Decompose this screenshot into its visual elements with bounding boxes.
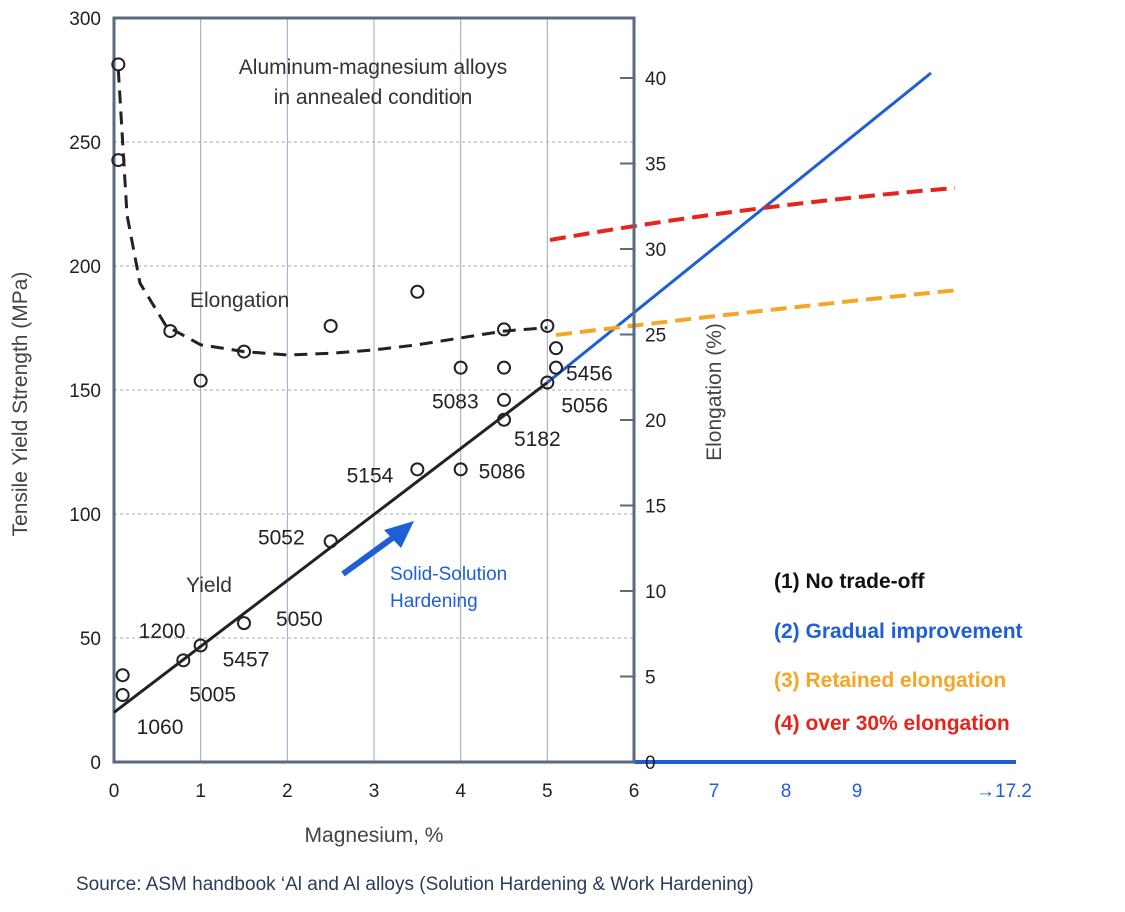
point-labels: 1060 1200 5005 5457 5050 5052 5154 5086 5083 5182…	[137, 363, 613, 739]
x-tick-label: 5	[542, 781, 553, 802]
alloy-label: 5182	[514, 428, 561, 451]
arrow-label-line-1: Solid-Solution	[390, 564, 507, 585]
tick-labels: 0 1 2 3 4 5 6 7 8 9 →17.2 0 50 100 150 200 250 300 0 5 10 15 2…	[69, 9, 1032, 802]
x-tick-label-extended: 7	[709, 781, 720, 802]
elongation-point	[163, 324, 178, 339]
yield-point	[453, 462, 468, 477]
solid-solution-arrow	[341, 521, 414, 577]
series-line-elongation	[116, 69, 548, 357]
y-axis-right-title: Elongation (%)	[703, 323, 726, 461]
yield-point	[497, 360, 511, 375]
yield-point	[497, 412, 511, 427]
plot-frame	[112, 16, 636, 764]
yield-point	[176, 653, 191, 668]
yield-point	[549, 360, 563, 375]
y-right-tick-label: 0	[645, 753, 656, 774]
y-right-tick-label: 40	[645, 69, 666, 90]
alloy-label: 5456	[566, 363, 613, 386]
yield-point	[410, 462, 425, 477]
trend-line-retained-elongation	[555, 288, 959, 337]
alloy-label: 5083	[432, 391, 479, 414]
yield-point	[193, 638, 208, 653]
yield-point	[323, 534, 338, 549]
extension-lines	[546, 71, 1016, 764]
alloy-label: 5086	[479, 460, 526, 483]
elongation-point	[410, 284, 425, 299]
yield-point	[237, 616, 251, 631]
x-tick-label-extended: 9	[852, 781, 863, 802]
y-right-tick-label: 30	[645, 240, 666, 261]
elongation-point	[111, 153, 126, 168]
alloy-label: 1200	[139, 620, 186, 643]
alloy-label: 5457	[223, 648, 270, 671]
y-axis-left-title: Tensile Yield Strength (MPa)	[9, 272, 32, 537]
y-left-tick-label: 300	[69, 9, 101, 30]
x-tick-label-extended: →17.2	[976, 781, 1032, 802]
y-left-tick-label: 200	[69, 257, 101, 278]
trend-line-over-30-elongation	[549, 186, 956, 242]
elongation-point	[237, 344, 251, 359]
y-left-tick-label: 50	[80, 629, 101, 650]
x-axis-title: Magnesium, %	[305, 824, 444, 847]
y-left-tick-label: 250	[69, 133, 101, 154]
annotation-title-line-1: Aluminum-magnesium alloys	[239, 56, 507, 79]
legend: (1) No trade-off (2) Gradual improvement…	[774, 570, 1023, 735]
elongation-point	[549, 341, 563, 356]
legend-item-3: (3) Retained elongation	[774, 669, 1006, 692]
elongation-point	[111, 57, 126, 72]
x-tick-label-extended: 8	[781, 781, 792, 802]
arrow-label-line-2: Hardening	[390, 591, 478, 612]
legend-item-4: (4) over 30% elongation	[774, 712, 1010, 735]
y-left-tick-label: 100	[69, 505, 101, 526]
x-tick-label: 1	[195, 781, 206, 802]
alloy-label: 5154	[347, 464, 394, 487]
elongation-point	[540, 318, 555, 333]
y-left-tick-label: 0	[90, 753, 101, 774]
legend-item-2: (2) Gradual improvement	[774, 620, 1023, 643]
yield-line-label: Yield	[186, 574, 232, 597]
yield-point	[540, 375, 555, 390]
x-tick-label: 0	[109, 781, 120, 802]
y-right-tick-label: 5	[645, 668, 656, 689]
y-right-tick-label: 20	[645, 411, 666, 432]
alloy-label: 5050	[276, 608, 323, 631]
yield-point	[115, 668, 130, 683]
legend-item-1: (1) No trade-off	[774, 570, 925, 593]
x-tick-label: 4	[455, 781, 466, 802]
data-points	[111, 57, 563, 703]
x-tick-label: 2	[282, 781, 293, 802]
elongation-point	[323, 318, 338, 333]
y-right-tick-label: 10	[645, 582, 666, 603]
annotation-title-line-2: in annealed condition	[274, 86, 473, 109]
y-right-tick-label: 35	[645, 155, 666, 176]
yield-point	[453, 360, 468, 375]
elongation-point	[497, 322, 511, 337]
alloy-label: 5056	[561, 395, 608, 418]
elongation-curve-label: Elongation	[190, 289, 289, 312]
alloy-label: 5005	[189, 683, 236, 706]
series-lines	[113, 69, 549, 714]
trend-line-gradual-improvement	[546, 71, 932, 384]
x-tick-label: 3	[369, 781, 380, 802]
y-right-tick-label: 15	[645, 497, 666, 518]
alloy-label: 5052	[258, 526, 305, 549]
y-right-tick-label: 25	[645, 326, 666, 347]
source-note: Source: ASM handbook ‘Al and Al alloys (…	[76, 874, 754, 895]
plot-border	[112, 16, 636, 764]
x-tick-label: 6	[629, 781, 640, 802]
elongation-point	[193, 373, 208, 388]
alloy-label: 1060	[137, 716, 184, 739]
grid-lines	[114, 18, 634, 762]
yield-point	[115, 688, 130, 703]
y-left-tick-label: 150	[69, 381, 101, 402]
yield-point	[497, 392, 511, 407]
